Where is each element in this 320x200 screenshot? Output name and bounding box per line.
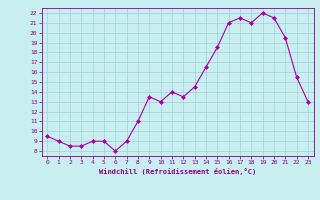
X-axis label: Windchill (Refroidissement éolien,°C): Windchill (Refroidissement éolien,°C) xyxy=(99,168,256,175)
